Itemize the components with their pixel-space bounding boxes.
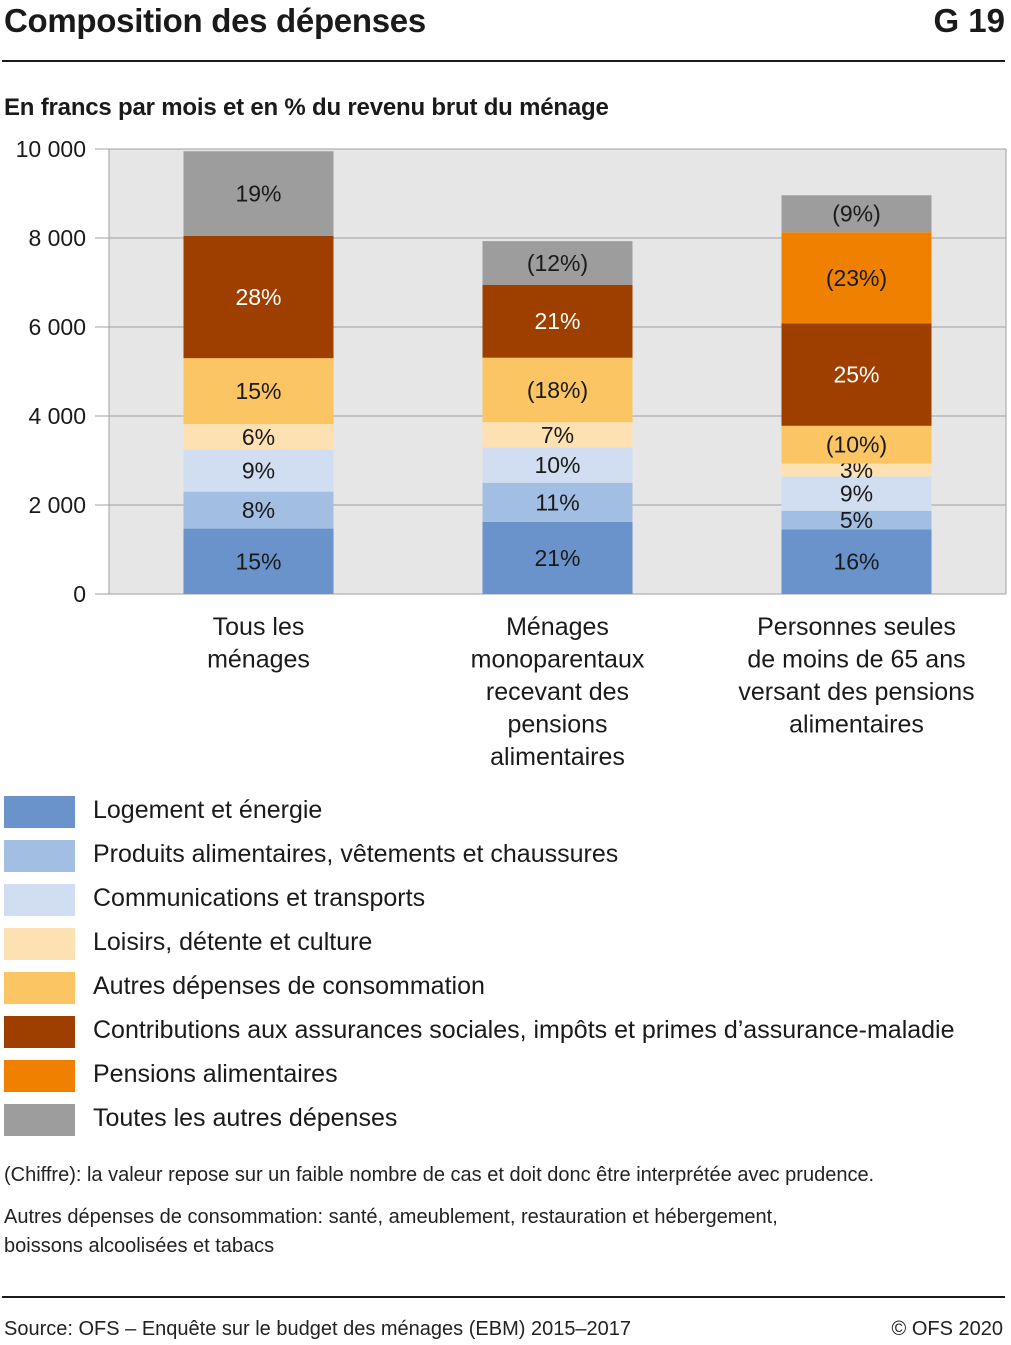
bar-segment [183,424,334,450]
bar-segment [183,235,334,359]
data-label: 5% [840,507,873,533]
bar-segment [781,425,932,464]
legend-label: Logement et énergie [93,796,323,824]
x-category-label: pensions [507,711,607,739]
x-category-label: de moins de 65 ans [747,646,965,674]
y-tick-label: 8 000 [28,225,86,251]
y-tick-label: 6 000 [28,314,86,340]
data-label: 11% [535,489,579,515]
bar-segment [781,510,932,530]
legend-item: Communications et transports [4,882,1009,926]
legend-label: Pensions alimentaires [93,1060,338,1088]
legend-item: Produits alimentaires, vêtements et chau… [4,838,1009,882]
data-label: 8% [242,497,275,523]
legend-label: Loisirs, détente et culture [93,928,373,956]
legend-label: Toutes les autres dépenses [93,1104,398,1132]
bar-segment [482,521,633,594]
footer-divider [2,1296,1005,1298]
data-label: 9% [242,458,275,484]
legend-item: Toutes les autres dépenses [4,1102,1009,1146]
bar-segment [183,358,334,425]
chart-legend: Logement et énergie Produits alimentaires… [4,794,1009,1146]
legend-item: Contributions aux assurances sociales, i… [4,1014,1009,1058]
x-category-label: alimentaires [789,711,924,739]
chart-header: Composition des dépenses G 19 [0,0,1011,44]
bar-segment [781,476,932,511]
bar-segment [482,482,633,522]
legend-item: Pensions alimentaires [4,1058,1009,1102]
y-tick-label: 2 000 [28,492,86,518]
legend-item: Autres dépenses de consommation [4,970,1009,1014]
legend-swatch [4,840,75,872]
legend-item: Logement et énergie [4,794,1009,838]
data-label: 15% [235,378,281,404]
data-label: (10%) [826,432,887,458]
legend-label: Autres dépenses de consommation [93,972,485,1000]
y-tick-label: 4 000 [28,403,86,429]
chart-subtitle: En francs par mois et en % du revenu bru… [4,94,609,121]
bar-segment [482,447,633,483]
bar-segment [482,422,633,448]
x-category-label: monoparentaux [471,646,645,674]
legend-swatch [4,1104,75,1136]
stacked-bar-chart: 0 2 000 4 000 6 000 8 000 10 000 15% 8% 9% 6% 15% 2… [16,136,1007,770]
copyright-note: © OFS 2020 [891,1318,1003,1340]
data-label: 10% [534,452,580,478]
x-category-label: recevant des [486,678,629,706]
footnote-other-consumption-line1: Autres dépenses de consommation: santé, … [4,1206,778,1228]
data-label: 7% [541,422,574,448]
legend-label: Communications et transports [93,884,426,912]
x-category-label: Personnes seules [757,613,956,641]
data-label: (12%) [527,250,588,276]
x-category-label: ménages [207,646,310,674]
header-divider [2,60,1005,62]
data-label: (18%) [527,377,588,403]
chart-title: Composition des dépenses [4,2,426,39]
data-label: 28% [235,284,281,310]
data-label: 19% [235,181,281,207]
source-note: Source: OFS – Enquête sur le budget des … [4,1318,632,1340]
legend-swatch [4,884,75,916]
data-label: (9%) [832,201,881,227]
data-label: 25% [833,362,879,388]
legend-swatch [4,1016,75,1048]
figure-number: G 19 [933,2,1005,39]
x-category-label: Ménages [506,613,609,641]
bar-segment [183,491,334,529]
bar-segment [183,528,334,594]
footnote-small-sample: (Chiffre): la valeur repose sur un faibl… [4,1164,875,1186]
bar-segment [482,241,633,285]
bar-segment [781,463,932,477]
data-label: 21% [534,545,580,571]
bar-segment [781,195,932,233]
data-label: (23%) [826,265,887,291]
legend-swatch [4,1060,75,1092]
legend-label: Contributions aux assurances sociales, i… [93,1016,955,1044]
data-label: 9% [840,481,873,507]
footnote-other-consumption-line2: boissons alcoolisées et tabacs [4,1235,275,1257]
data-label: 6% [242,424,275,450]
bar-segment [482,284,633,358]
bar-segment [183,151,334,236]
x-category-label: alimentaires [490,743,625,770]
y-tick-label: 10 000 [16,136,86,162]
footnote-other-consumption: Autres dépenses de consommation: santé, … [4,1203,778,1261]
x-category-label: Tous les [213,613,305,641]
data-label: 21% [534,308,580,334]
bar-segment [482,357,633,423]
bar-segment [781,232,932,324]
legend-swatch [4,796,75,828]
legend-label: Produits alimentaires, vêtements et chau… [93,840,619,868]
bar-segment [183,449,334,492]
bar-segment [781,323,932,426]
data-label: 16% [833,549,879,575]
x-category-label: versant des pensions [738,678,974,706]
bar-segment [781,529,932,594]
legend-swatch [4,972,75,1004]
legend-swatch [4,928,75,960]
y-tick-label: 0 [73,581,86,607]
legend-item: Loisirs, détente et culture [4,926,1009,970]
data-label: 15% [235,548,281,574]
